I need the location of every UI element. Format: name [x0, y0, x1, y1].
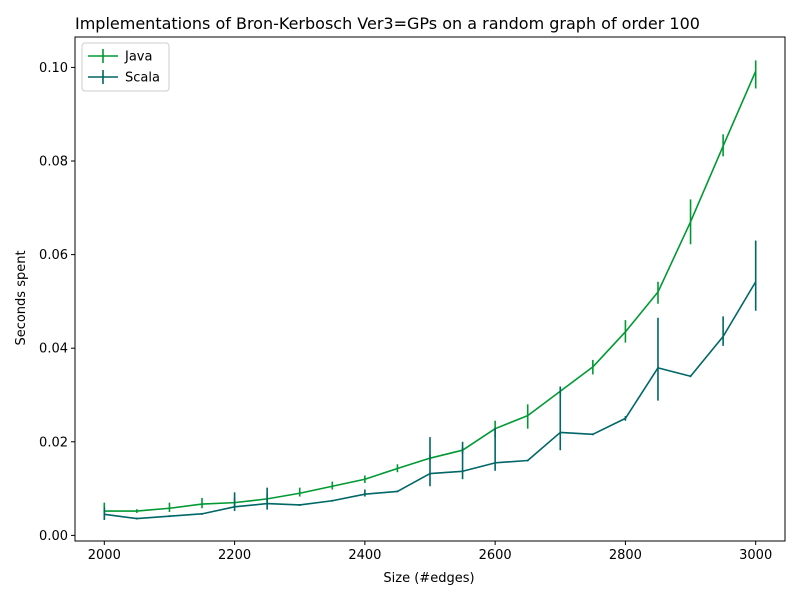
y-tick-label: 0.00	[39, 529, 68, 544]
x-tick-label: 2600	[479, 548, 512, 563]
x-tick-label: 2400	[348, 548, 381, 563]
y-tick-label: 0.08	[39, 155, 68, 170]
x-axis-label: Size (#edges)	[383, 571, 474, 586]
y-axis-label: Seconds spent	[14, 250, 29, 345]
legend: Java Scala	[81, 42, 170, 92]
x-tick-label: 2800	[609, 548, 642, 563]
plot-area	[103, 60, 757, 520]
legend-label: Scala	[125, 71, 160, 86]
chart-title: Implementations of Bron-Kerbosch Ver3=GP…	[75, 14, 700, 33]
y-tick-label: 0.02	[39, 435, 68, 450]
y-tick-label: 0.10	[39, 61, 68, 76]
plot-frame	[74, 36, 786, 542]
x-axis: 2000 2200 2400 2600 2800 3000	[88, 541, 772, 563]
y-axis: 0.00 0.02 0.04 0.06 0.08 0.10	[39, 61, 75, 544]
y-tick-label: 0.04	[39, 342, 68, 357]
legend-label: Java	[124, 50, 152, 65]
x-tick-label: 2000	[88, 548, 121, 563]
y-tick-label: 0.06	[39, 248, 68, 263]
x-tick-label: 2200	[218, 548, 251, 563]
x-tick-label: 3000	[739, 548, 772, 563]
